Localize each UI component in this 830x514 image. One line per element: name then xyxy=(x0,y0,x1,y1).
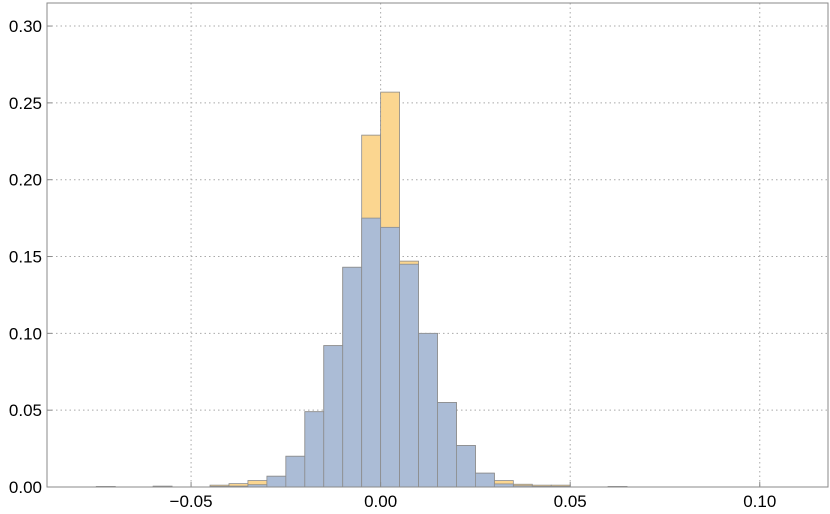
y-tick-label-3: 0.15 xyxy=(9,248,42,267)
series-2-bar-7 xyxy=(304,411,325,488)
x-tick-label-2: 0.05 xyxy=(554,492,587,511)
histogram-bars xyxy=(95,91,628,488)
x-tick-label-1: 0.00 xyxy=(364,492,397,511)
series-2-bar-8 xyxy=(323,345,344,488)
y-tick-label-1: 0.05 xyxy=(9,401,42,420)
series-2-bar-10 xyxy=(361,217,382,488)
y-axis-tick-labels: 0.00 0.05 0.10 0.15 0.20 0.25 0.30 xyxy=(9,17,52,497)
y-tick-label-6: 0.30 xyxy=(9,17,42,36)
series-2-bar-13 xyxy=(418,332,438,488)
x-tick-label-3: 0.10 xyxy=(743,492,776,511)
series-2-bar-11 xyxy=(380,226,400,488)
series-2-bar-15 xyxy=(456,445,476,488)
y-tick-label-5: 0.25 xyxy=(9,94,42,113)
y-tick-label-0: 0.00 xyxy=(9,478,42,497)
series-2-bar-5 xyxy=(266,475,287,488)
plot-frame xyxy=(46,2,829,488)
y-tick-label-2: 0.10 xyxy=(9,324,42,343)
series-2-bar-14 xyxy=(437,402,457,488)
series-2-bar-6 xyxy=(285,455,306,488)
x-tick-label-0: −0.05 xyxy=(170,492,213,511)
series-2 xyxy=(95,217,628,488)
y-tick-label-4: 0.20 xyxy=(9,171,42,190)
series-2-bar-16 xyxy=(475,472,495,488)
x-axis-tick-labels: −0.05 0.00 0.05 0.10 xyxy=(170,482,776,511)
series-2-bar-9 xyxy=(342,266,363,488)
series-2-bar-12 xyxy=(399,263,419,488)
